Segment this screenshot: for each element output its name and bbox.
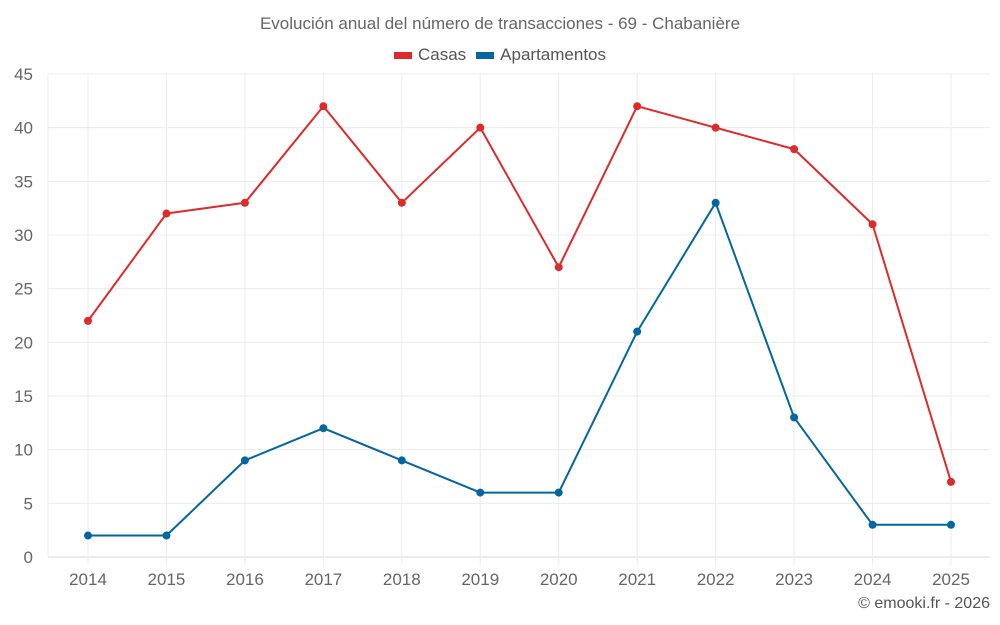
data-point-apartamentos[interactable] — [84, 531, 92, 540]
data-point-casas[interactable] — [240, 198, 249, 207]
data-point-apartamentos[interactable] — [397, 456, 406, 465]
legend-item-casas[interactable]: Casas — [393, 45, 467, 65]
line-apartamentos — [88, 201, 951, 537]
y-tick-label: 40 — [14, 119, 33, 138]
data-point-apartamentos[interactable] — [947, 520, 955, 529]
data-point-casas[interactable] — [711, 123, 720, 132]
y-tick-label: 35 — [14, 172, 33, 191]
data-point-apartamentos[interactable] — [554, 488, 563, 497]
x-tick-label: 2023 — [775, 570, 813, 589]
x-tick-label: 2022 — [697, 570, 735, 589]
x-tick-label: 2017 — [304, 570, 342, 589]
data-point-apartamentos[interactable] — [476, 488, 485, 497]
y-axis: 0 5 10 15 20 25 30 35 40 45 — [14, 65, 33, 567]
data-point-apartamentos[interactable] — [790, 413, 799, 422]
y-tick-label: 30 — [14, 226, 33, 245]
y-tick-label: 20 — [14, 333, 33, 352]
legend-label-casas: Casas — [417, 45, 467, 64]
x-tick-label: 2020 — [540, 570, 578, 589]
x-tick-label: 2019 — [461, 570, 499, 589]
x-tick-label: 2021 — [618, 570, 656, 589]
legend-label-apartamentos: Apartamentos — [500, 45, 607, 64]
series-layer — [84, 102, 955, 540]
x-tick-label: 2024 — [854, 570, 892, 589]
line-casas — [87, 105, 952, 483]
data-point-apartamentos[interactable] — [633, 327, 642, 336]
x-tick-label: 2015 — [148, 570, 186, 589]
data-point-casas[interactable] — [554, 263, 563, 272]
data-point-casas[interactable] — [397, 198, 406, 207]
y-tick-label: 25 — [14, 280, 33, 299]
y-tick-label: 10 — [14, 441, 33, 460]
series-casas — [84, 102, 955, 486]
data-point-casas[interactable] — [947, 477, 955, 486]
data-point-casas[interactable] — [790, 145, 799, 154]
y-tick-label: 0 — [24, 548, 33, 567]
legend-swatch-apartamentos-icon — [476, 51, 495, 59]
grid — [47, 73, 990, 565]
data-point-casas[interactable] — [476, 123, 485, 132]
x-tick-label: 2016 — [226, 570, 264, 589]
y-tick-label: 5 — [24, 494, 33, 513]
data-point-casas[interactable] — [84, 316, 92, 325]
data-point-apartamentos[interactable] — [240, 456, 249, 465]
data-point-casas[interactable] — [868, 220, 877, 229]
chart-title: Evolución anual del número de transaccio… — [259, 14, 741, 33]
data-point-apartamentos[interactable] — [319, 424, 328, 433]
legend: Casas Apartamentos — [0, 45, 1000, 65]
data-point-casas[interactable] — [633, 102, 642, 111]
x-tick-label: 2014 — [69, 570, 107, 589]
credits: © emooki.fr - 2026 — [858, 595, 990, 612]
y-tick-label: 45 — [14, 65, 33, 84]
data-point-apartamentos[interactable] — [711, 198, 720, 207]
data-point-apartamentos[interactable] — [868, 520, 877, 529]
legend-swatch-casas-icon — [393, 51, 412, 59]
y-tick-label: 15 — [14, 387, 33, 406]
x-tick-label: 2025 — [932, 570, 970, 589]
x-tick-label: 2018 — [383, 570, 421, 589]
x-axis: 2014 2015 2016 2017 2018 2019 2020 2021 2022 2023… — [69, 570, 970, 589]
data-point-casas[interactable] — [319, 102, 328, 111]
data-point-casas[interactable] — [162, 209, 171, 218]
series-apartamentos — [84, 198, 955, 540]
legend-item-apartamentos[interactable]: Apartamentos — [476, 45, 606, 65]
data-point-apartamentos[interactable] — [162, 531, 171, 540]
